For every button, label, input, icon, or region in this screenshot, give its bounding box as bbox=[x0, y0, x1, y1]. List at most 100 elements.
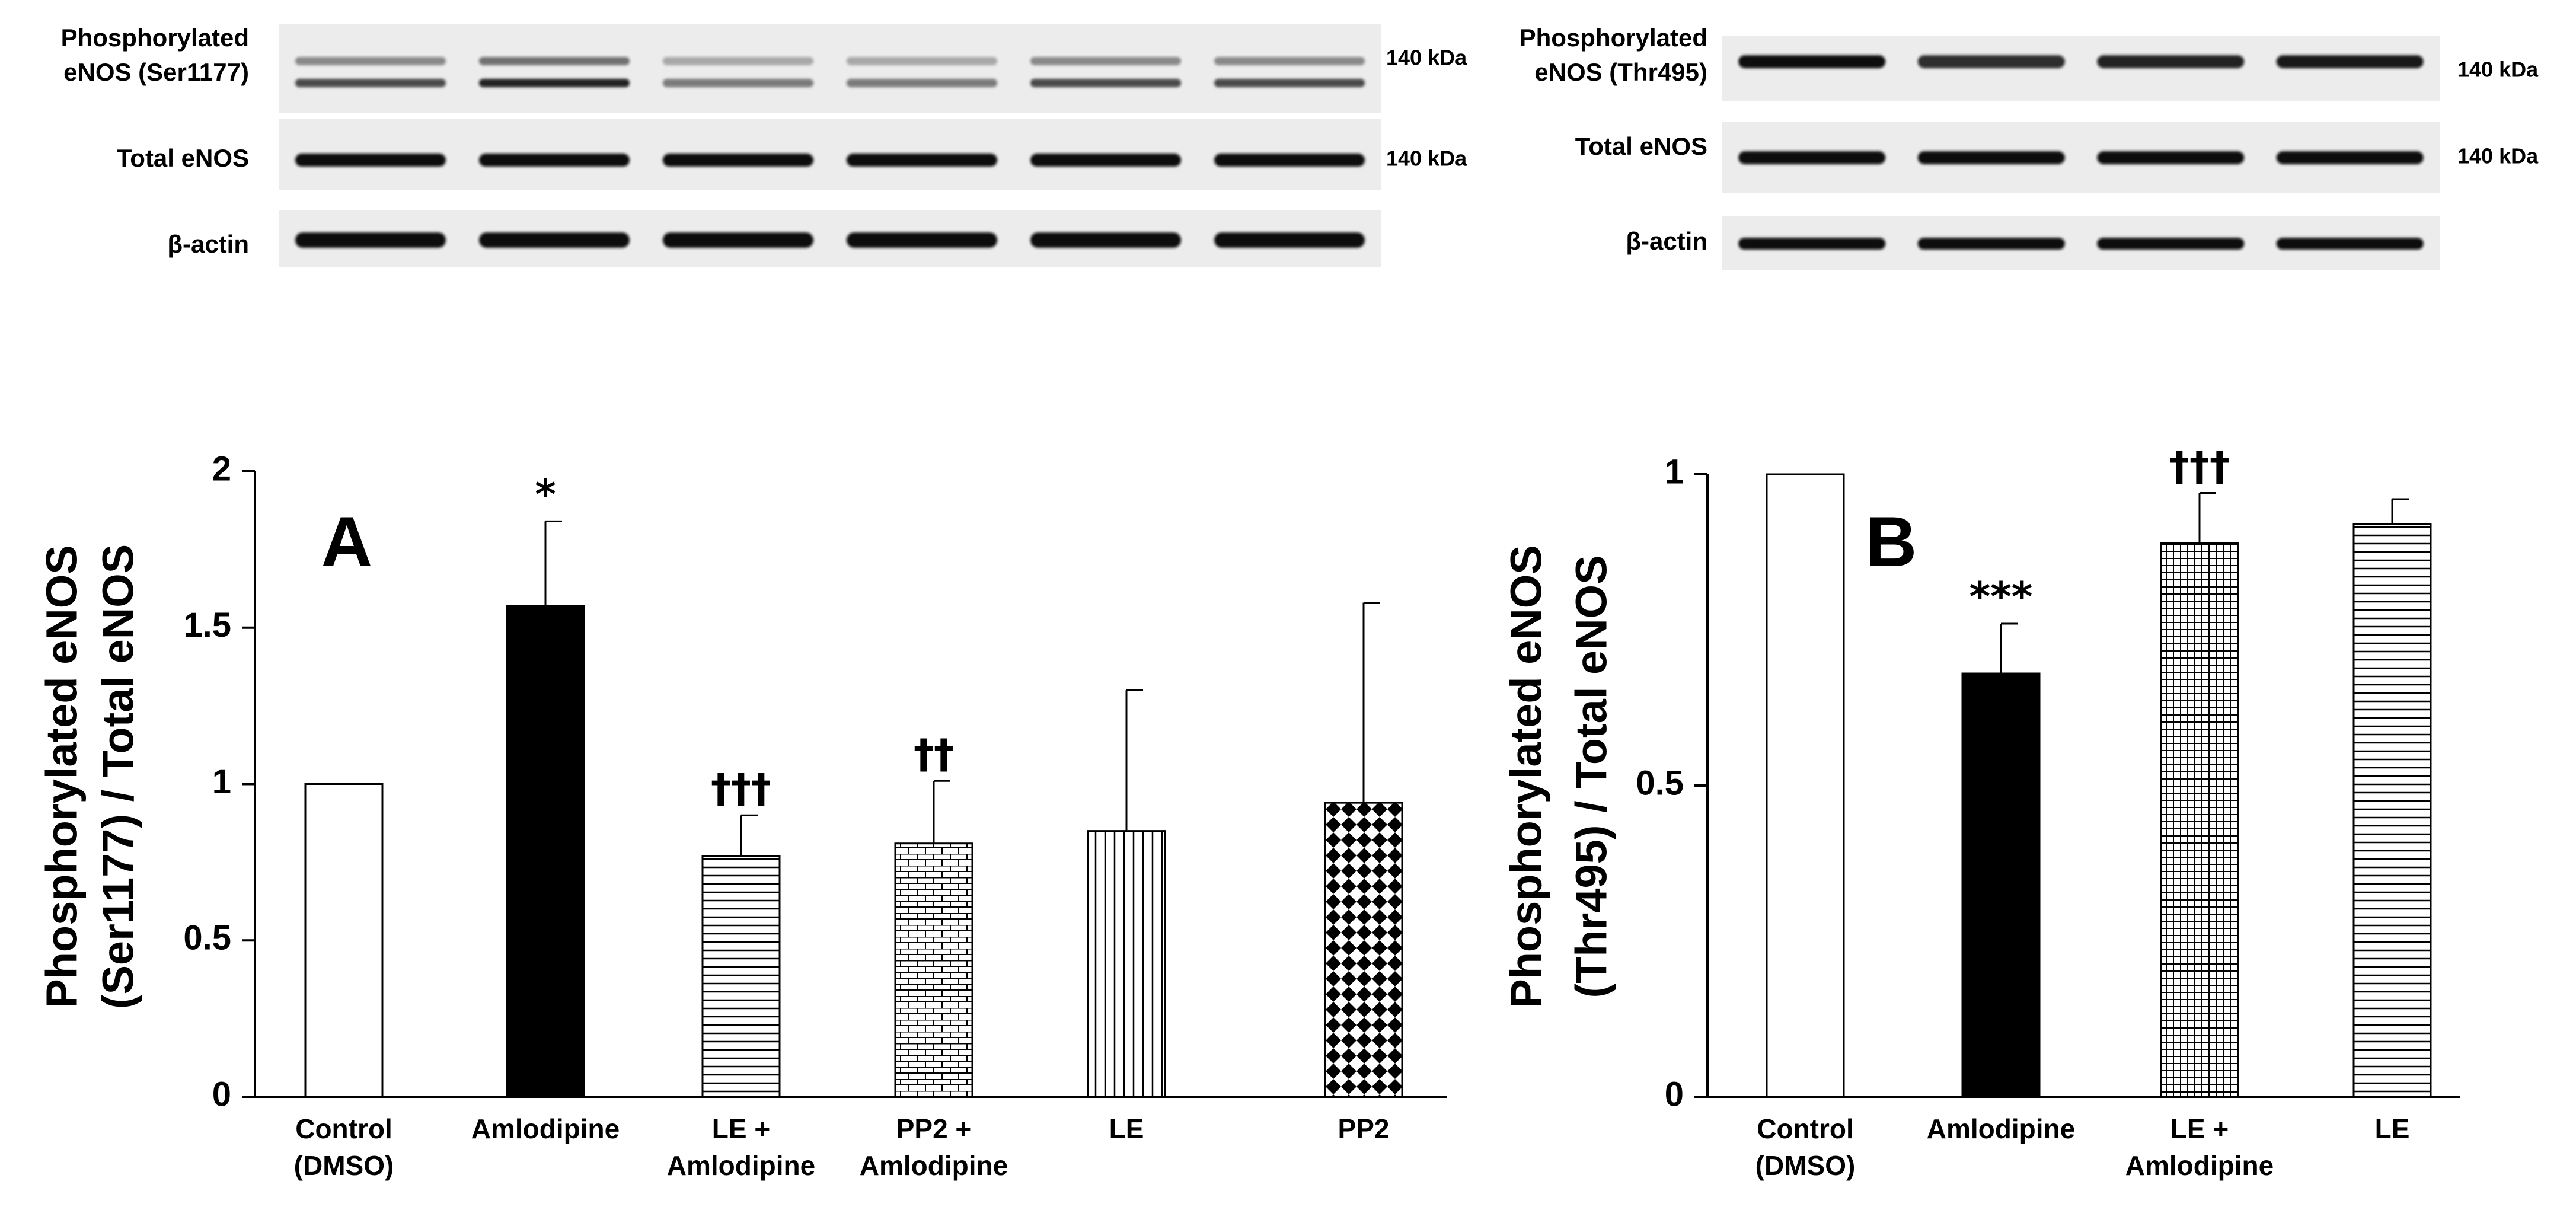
molecular-weight-label: 140 kDa bbox=[2457, 58, 2539, 82]
x-category-label: Amlodipine bbox=[1927, 1113, 2075, 1144]
blot-left: Phosphorylated eNOS (Ser1177) 140 kDa Total… bbox=[61, 24, 1467, 267]
blot-strip bbox=[279, 24, 1381, 113]
x-category-label: (DMSO) bbox=[1755, 1150, 1856, 1181]
bar bbox=[701, 855, 781, 1098]
significance-marker: †† bbox=[914, 731, 954, 778]
blot-row-label: eNOS (Ser1177) bbox=[63, 58, 249, 86]
blot-band bbox=[1214, 79, 1365, 87]
blot-band bbox=[662, 57, 814, 65]
bar bbox=[2160, 542, 2239, 1098]
blot-band bbox=[662, 232, 814, 248]
bar bbox=[506, 605, 585, 1098]
y-tick-label: 1.5 bbox=[183, 606, 231, 644]
y-tick-label: 0 bbox=[1665, 1075, 1684, 1113]
blot-band bbox=[1030, 232, 1182, 248]
x-category-label: Control bbox=[1757, 1113, 1854, 1144]
significance-marker: ††† bbox=[711, 765, 771, 812]
blot-band bbox=[1738, 55, 1886, 68]
molecular-weight-label: 140 kDa bbox=[2457, 144, 2539, 168]
blot-band bbox=[295, 154, 446, 167]
x-category-label: Control bbox=[295, 1113, 392, 1144]
blot-row-label: Total eNOS bbox=[1575, 132, 1707, 160]
x-category-label: PP2 + bbox=[896, 1113, 972, 1144]
blot-strip bbox=[279, 119, 1381, 190]
blot-row-label: β-actin bbox=[1626, 227, 1707, 255]
blot-band bbox=[295, 79, 446, 87]
y-tick-label: 1 bbox=[1665, 452, 1684, 491]
chart-panel-b: 0 0.5 1 Phosphorylated eNOS (Thr495) / Total… bbox=[1502, 443, 2460, 1181]
significance-marker: * bbox=[535, 471, 556, 518]
x-category-label: LE + bbox=[2170, 1113, 2229, 1144]
chart-panel-a: 0 0.5 1 1.5 2 Phosphorylated eNOS (Ser1177) / … bbox=[37, 449, 1447, 1181]
blot-strip bbox=[279, 210, 1381, 267]
blot-band bbox=[846, 79, 998, 87]
bar bbox=[1961, 672, 2041, 1098]
blot-band bbox=[1738, 238, 1886, 250]
blot-band bbox=[2097, 55, 2245, 68]
y-tick-label: 0.5 bbox=[183, 919, 231, 957]
blot-band bbox=[2276, 151, 2424, 164]
x-category-label: Amlodipine bbox=[2125, 1150, 2274, 1181]
bar bbox=[304, 783, 384, 1098]
blot-band bbox=[1917, 151, 2065, 164]
blot-row-label: Phosphorylated bbox=[1520, 24, 1707, 52]
y-tick-label: 1 bbox=[212, 762, 231, 801]
y-axis-label: (Ser1177) / Total eNOS bbox=[94, 544, 143, 1009]
x-category-label: Amlodipine bbox=[860, 1150, 1008, 1181]
blot-band bbox=[478, 79, 630, 87]
blot-band bbox=[1214, 57, 1365, 65]
blot-band bbox=[1030, 79, 1182, 87]
bar bbox=[1324, 802, 1403, 1098]
blot-band bbox=[2097, 151, 2245, 164]
bar bbox=[1766, 473, 1845, 1098]
panel-label: B bbox=[1866, 502, 1917, 582]
x-category-label: Amlodipine bbox=[471, 1113, 620, 1144]
blot-band bbox=[846, 57, 998, 65]
blot-row-label: Total eNOS bbox=[117, 144, 249, 172]
x-category-label: LE bbox=[2375, 1113, 2410, 1144]
blot-row-label: β-actin bbox=[167, 230, 249, 258]
blot-band bbox=[295, 232, 446, 248]
y-axis-label: (Thr495) / Total eNOS bbox=[1567, 555, 1616, 998]
x-category-label: (DMSO) bbox=[294, 1150, 394, 1181]
blot-band bbox=[1917, 238, 2065, 250]
blot-band bbox=[1214, 232, 1365, 248]
significance-marker: ††† bbox=[2169, 443, 2230, 490]
blot-band bbox=[1917, 55, 2065, 68]
y-axis-label: Phosphorylated eNOS bbox=[37, 545, 87, 1008]
blot-band bbox=[2097, 238, 2245, 250]
blot-band bbox=[846, 232, 998, 248]
blot-band bbox=[478, 57, 630, 65]
molecular-weight-label: 140 kDa bbox=[1386, 146, 1467, 171]
blot-band bbox=[1030, 57, 1182, 65]
y-tick-label: 2 bbox=[212, 449, 231, 488]
x-category-label: Amlodipine bbox=[667, 1150, 815, 1181]
blot-band bbox=[1738, 151, 1886, 164]
x-category-label: LE bbox=[1109, 1113, 1144, 1144]
panel-label: A bbox=[321, 502, 373, 582]
blot-row-label: eNOS (Thr495) bbox=[1534, 58, 1707, 86]
blot-right: Phosphorylated eNOS (Thr495) 140 kDa Total … bbox=[1520, 24, 2539, 270]
blot-band bbox=[478, 154, 630, 167]
molecular-weight-label: 140 kDa bbox=[1386, 46, 1467, 70]
blot-band bbox=[478, 232, 630, 248]
bar bbox=[2352, 523, 2432, 1098]
blot-row-label: Phosphorylated bbox=[61, 24, 249, 52]
blot-band bbox=[662, 154, 814, 167]
blot-band bbox=[2276, 55, 2424, 68]
blot-band bbox=[2276, 238, 2424, 250]
blot-band bbox=[1214, 154, 1365, 167]
blot-band bbox=[846, 154, 998, 167]
y-axis-label: Phosphorylated eNOS bbox=[1502, 545, 1551, 1008]
y-tick-label: 0.5 bbox=[1636, 764, 1684, 802]
blot-band bbox=[295, 57, 446, 65]
x-category-label: PP2 bbox=[1338, 1113, 1390, 1144]
blot-band bbox=[1030, 154, 1182, 167]
significance-marker: *** bbox=[1969, 574, 2033, 621]
bar bbox=[894, 842, 973, 1098]
western-blot-images: Phosphorylated eNOS (Ser1177) 140 kDa Total… bbox=[61, 24, 2539, 270]
y-tick-label: 0 bbox=[212, 1075, 231, 1113]
blot-band bbox=[662, 79, 814, 87]
bar bbox=[1087, 830, 1166, 1098]
